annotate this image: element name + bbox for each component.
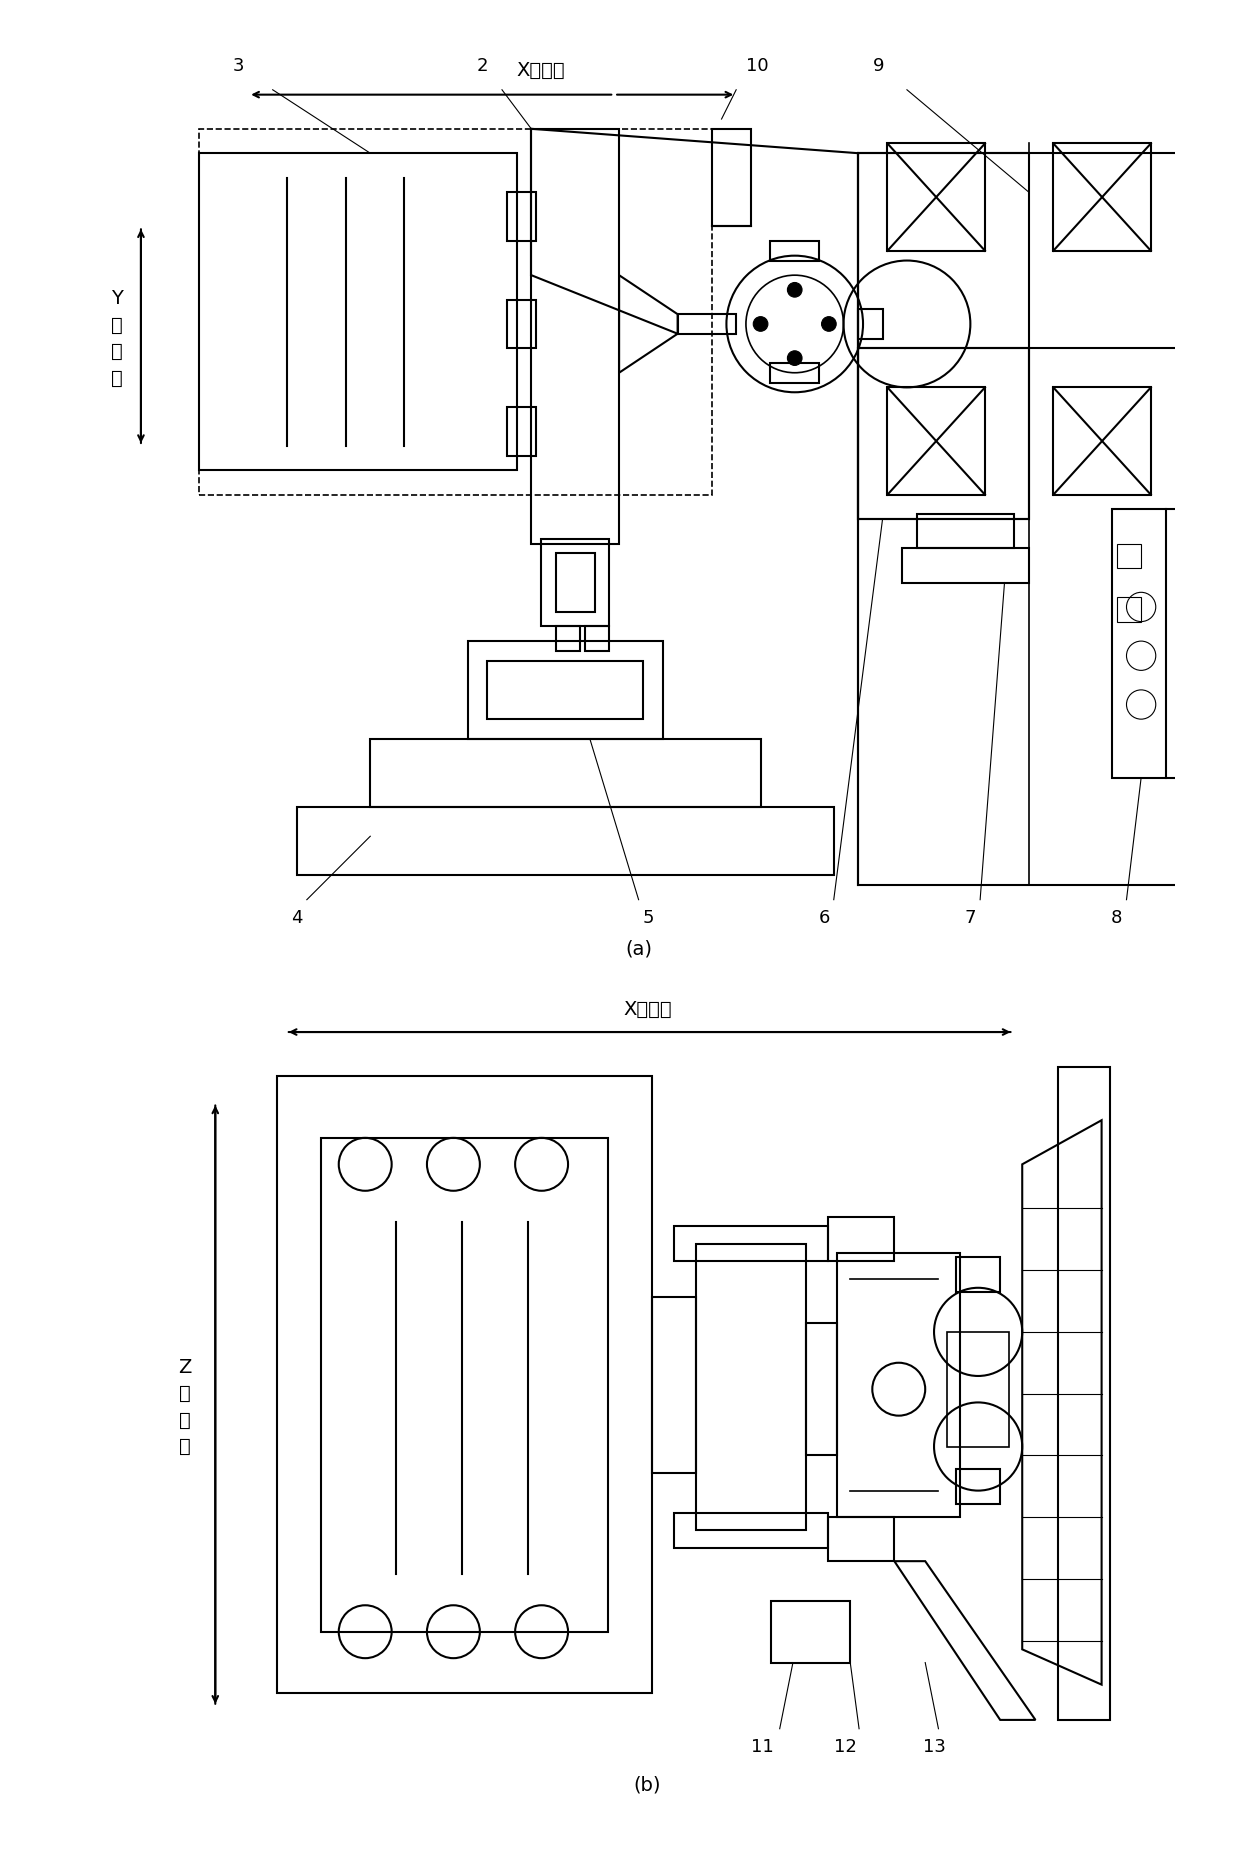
Bar — [200, 154, 517, 471]
Bar — [858, 310, 883, 339]
Text: 4: 4 — [291, 910, 303, 927]
Bar — [828, 1218, 894, 1261]
Text: 9: 9 — [873, 57, 884, 76]
Bar — [652, 1296, 696, 1472]
Text: 10: 10 — [746, 57, 769, 76]
Bar — [696, 1244, 806, 1530]
Bar — [1112, 510, 1185, 777]
Bar — [888, 387, 985, 495]
Bar — [298, 806, 833, 875]
Bar — [673, 1225, 828, 1261]
Bar — [916, 514, 1014, 549]
Bar — [556, 552, 595, 612]
Bar — [531, 128, 619, 543]
Text: X轴方向: X轴方向 — [517, 61, 565, 80]
Bar — [371, 738, 760, 806]
Bar — [837, 1253, 961, 1517]
Bar — [770, 241, 820, 261]
Bar — [712, 128, 750, 226]
Bar — [677, 313, 737, 334]
Circle shape — [787, 350, 802, 365]
Text: 13: 13 — [923, 1737, 945, 1756]
Circle shape — [753, 317, 768, 332]
Bar — [956, 1468, 1001, 1504]
Text: 3: 3 — [233, 57, 244, 76]
Text: 6: 6 — [818, 910, 830, 927]
Bar — [947, 1331, 1009, 1446]
Circle shape — [787, 282, 802, 297]
Bar — [556, 627, 580, 651]
Bar — [507, 300, 536, 349]
Bar — [321, 1138, 608, 1632]
Text: 7: 7 — [965, 910, 976, 927]
Bar — [771, 1600, 851, 1663]
Bar — [901, 549, 1029, 582]
Bar — [1117, 597, 1141, 621]
Bar — [585, 627, 609, 651]
Bar — [858, 154, 1199, 884]
Bar — [1058, 1068, 1110, 1721]
Text: 8: 8 — [1111, 910, 1122, 927]
Text: (b): (b) — [634, 1776, 661, 1795]
Bar — [1053, 143, 1151, 250]
Bar — [956, 1257, 1001, 1292]
Bar — [1053, 387, 1151, 495]
Text: 12: 12 — [835, 1737, 857, 1756]
Bar — [888, 143, 985, 250]
Text: 11: 11 — [750, 1737, 774, 1756]
Bar — [858, 349, 1029, 519]
Bar — [507, 193, 536, 241]
Bar — [277, 1075, 652, 1693]
Bar — [1117, 543, 1141, 567]
Text: Y
轴
方
向: Y 轴 方 向 — [110, 289, 123, 387]
Bar — [806, 1324, 837, 1455]
Bar — [828, 1517, 894, 1561]
Bar — [858, 154, 1029, 519]
Bar — [487, 660, 644, 719]
Text: (a): (a) — [625, 940, 652, 959]
Circle shape — [822, 317, 836, 332]
Bar — [200, 128, 712, 495]
Bar — [673, 1513, 828, 1548]
Bar — [541, 540, 609, 627]
Text: 5: 5 — [642, 910, 655, 927]
Text: X轴方向: X轴方向 — [624, 999, 672, 1020]
Bar — [467, 641, 663, 738]
Text: 2: 2 — [476, 57, 489, 76]
Bar — [770, 363, 820, 382]
Bar — [507, 406, 536, 456]
Text: Z
轴
方
向: Z 轴 方 向 — [177, 1357, 191, 1455]
